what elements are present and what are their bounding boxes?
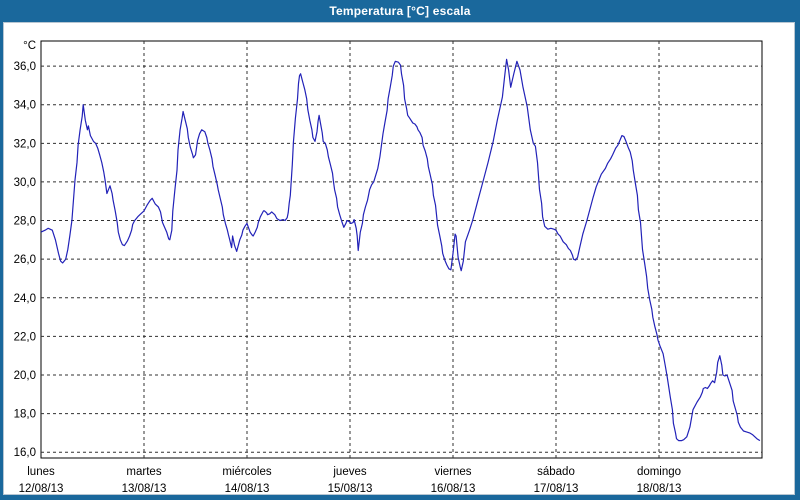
window-title: Temperatura [°C] escala — [329, 4, 471, 18]
title-bar: Temperatura [°C] escala — [0, 0, 800, 22]
chart-panel — [3, 22, 795, 495]
